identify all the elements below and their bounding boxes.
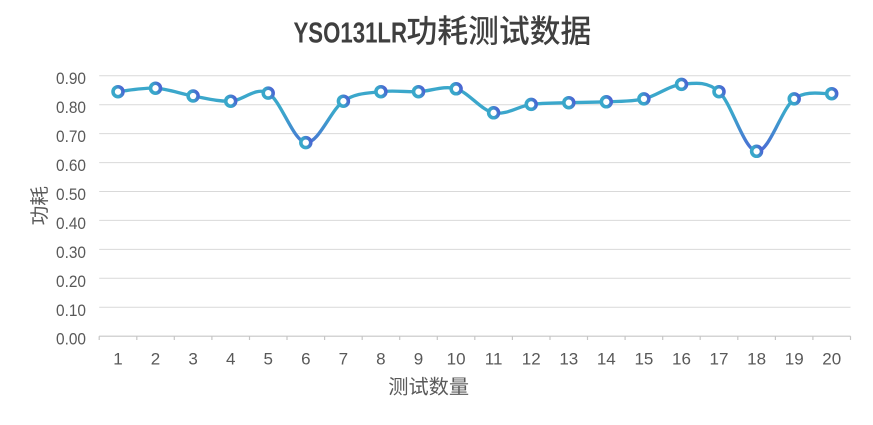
svg-text:5: 5: [263, 349, 272, 368]
svg-text:19: 19: [785, 349, 804, 368]
svg-text:8: 8: [376, 349, 385, 368]
svg-text:0.30: 0.30: [56, 243, 86, 262]
svg-text:16: 16: [672, 349, 691, 368]
svg-text:12: 12: [522, 349, 541, 368]
svg-text:13: 13: [559, 349, 578, 368]
svg-text:10: 10: [447, 349, 466, 368]
svg-text:1: 1: [113, 349, 122, 368]
svg-text:0.00: 0.00: [56, 330, 86, 349]
svg-text:17: 17: [710, 349, 729, 368]
svg-text:0.90: 0.90: [56, 69, 86, 88]
svg-text:15: 15: [634, 349, 653, 368]
svg-text:3: 3: [188, 349, 197, 368]
svg-text:7: 7: [339, 349, 348, 368]
svg-text:0.10: 0.10: [56, 301, 86, 320]
svg-text:YSO131LR: YSO131LR: [294, 17, 408, 49]
svg-text:0.20: 0.20: [56, 272, 86, 291]
svg-text:0.50: 0.50: [56, 185, 86, 204]
svg-text:9: 9: [414, 349, 423, 368]
svg-text:0.80: 0.80: [56, 98, 86, 117]
svg-text:0.60: 0.60: [56, 156, 86, 175]
svg-text:2: 2: [151, 349, 160, 368]
svg-text:20: 20: [822, 349, 841, 368]
svg-text:11: 11: [485, 349, 503, 368]
svg-text:18: 18: [747, 349, 766, 368]
svg-text:14: 14: [597, 349, 616, 368]
svg-text:0.40: 0.40: [56, 214, 86, 233]
svg-text:4: 4: [226, 349, 235, 368]
svg-text:6: 6: [301, 349, 310, 368]
svg-text:0.70: 0.70: [56, 127, 86, 146]
